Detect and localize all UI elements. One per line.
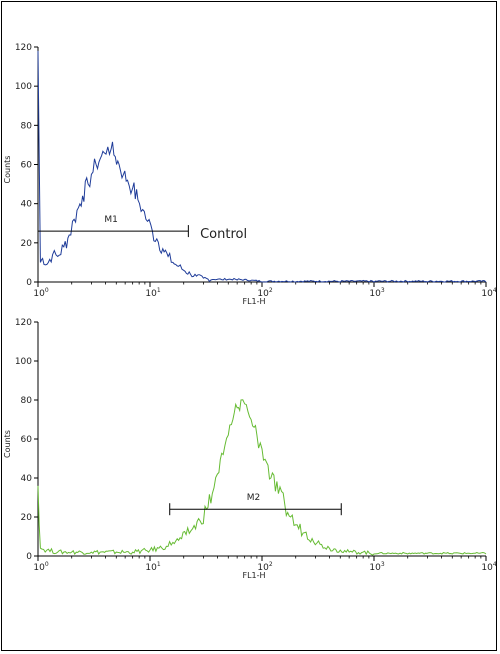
x-tick-label: 101 [145, 287, 160, 299]
x-axis-label: FL1-H [242, 571, 265, 580]
sample-histogram-panel: 0 20 40 60 80 100 120 100 101 102 103 104 FL1-H Count… [3, 318, 497, 580]
y-tick-label: 120 [15, 318, 32, 328]
y-tick-label: 20 [21, 239, 33, 249]
x-tick-label: 104 [481, 561, 496, 573]
x-tick-label: 100 [33, 561, 48, 573]
y-tick-label: 60 [21, 161, 33, 171]
y-tick-label: 100 [15, 82, 32, 92]
histogram-line [37, 50, 487, 283]
x-tick-label: 103 [369, 561, 384, 573]
y-tick-label: 120 [15, 43, 32, 53]
control-histogram-panel: 0 20 40 60 80 100 120 100 101 102 103 104 FL1-H Count… [3, 43, 497, 306]
y-tick-label: 100 [15, 357, 32, 367]
marker-gate-label: M1 [104, 215, 118, 225]
y-tick-label: 40 [21, 474, 33, 484]
y-axis-label: Counts [3, 156, 12, 184]
y-tick-label: 0 [26, 278, 32, 288]
histogram-line [37, 399, 487, 556]
y-tick-label: 0 [26, 552, 32, 562]
marker-gate-label: M2 [247, 493, 261, 503]
x-tick-label: 102 [257, 561, 272, 573]
x-tick-label: 104 [481, 287, 496, 299]
x-tick-label: 101 [145, 561, 160, 573]
x-tick-label: 102 [257, 287, 272, 299]
x-axis-label: FL1-H [242, 297, 265, 306]
y-tick-label: 40 [21, 200, 33, 210]
control-label: Control [200, 227, 247, 242]
y-axis-label: Counts [3, 430, 12, 458]
y-tick-label: 80 [21, 396, 33, 406]
x-tick-label: 103 [369, 287, 384, 299]
x-tick-label: 100 [33, 287, 48, 299]
y-tick-label: 20 [21, 513, 33, 523]
y-tick-label: 60 [21, 435, 33, 445]
y-tick-label: 80 [21, 121, 33, 131]
